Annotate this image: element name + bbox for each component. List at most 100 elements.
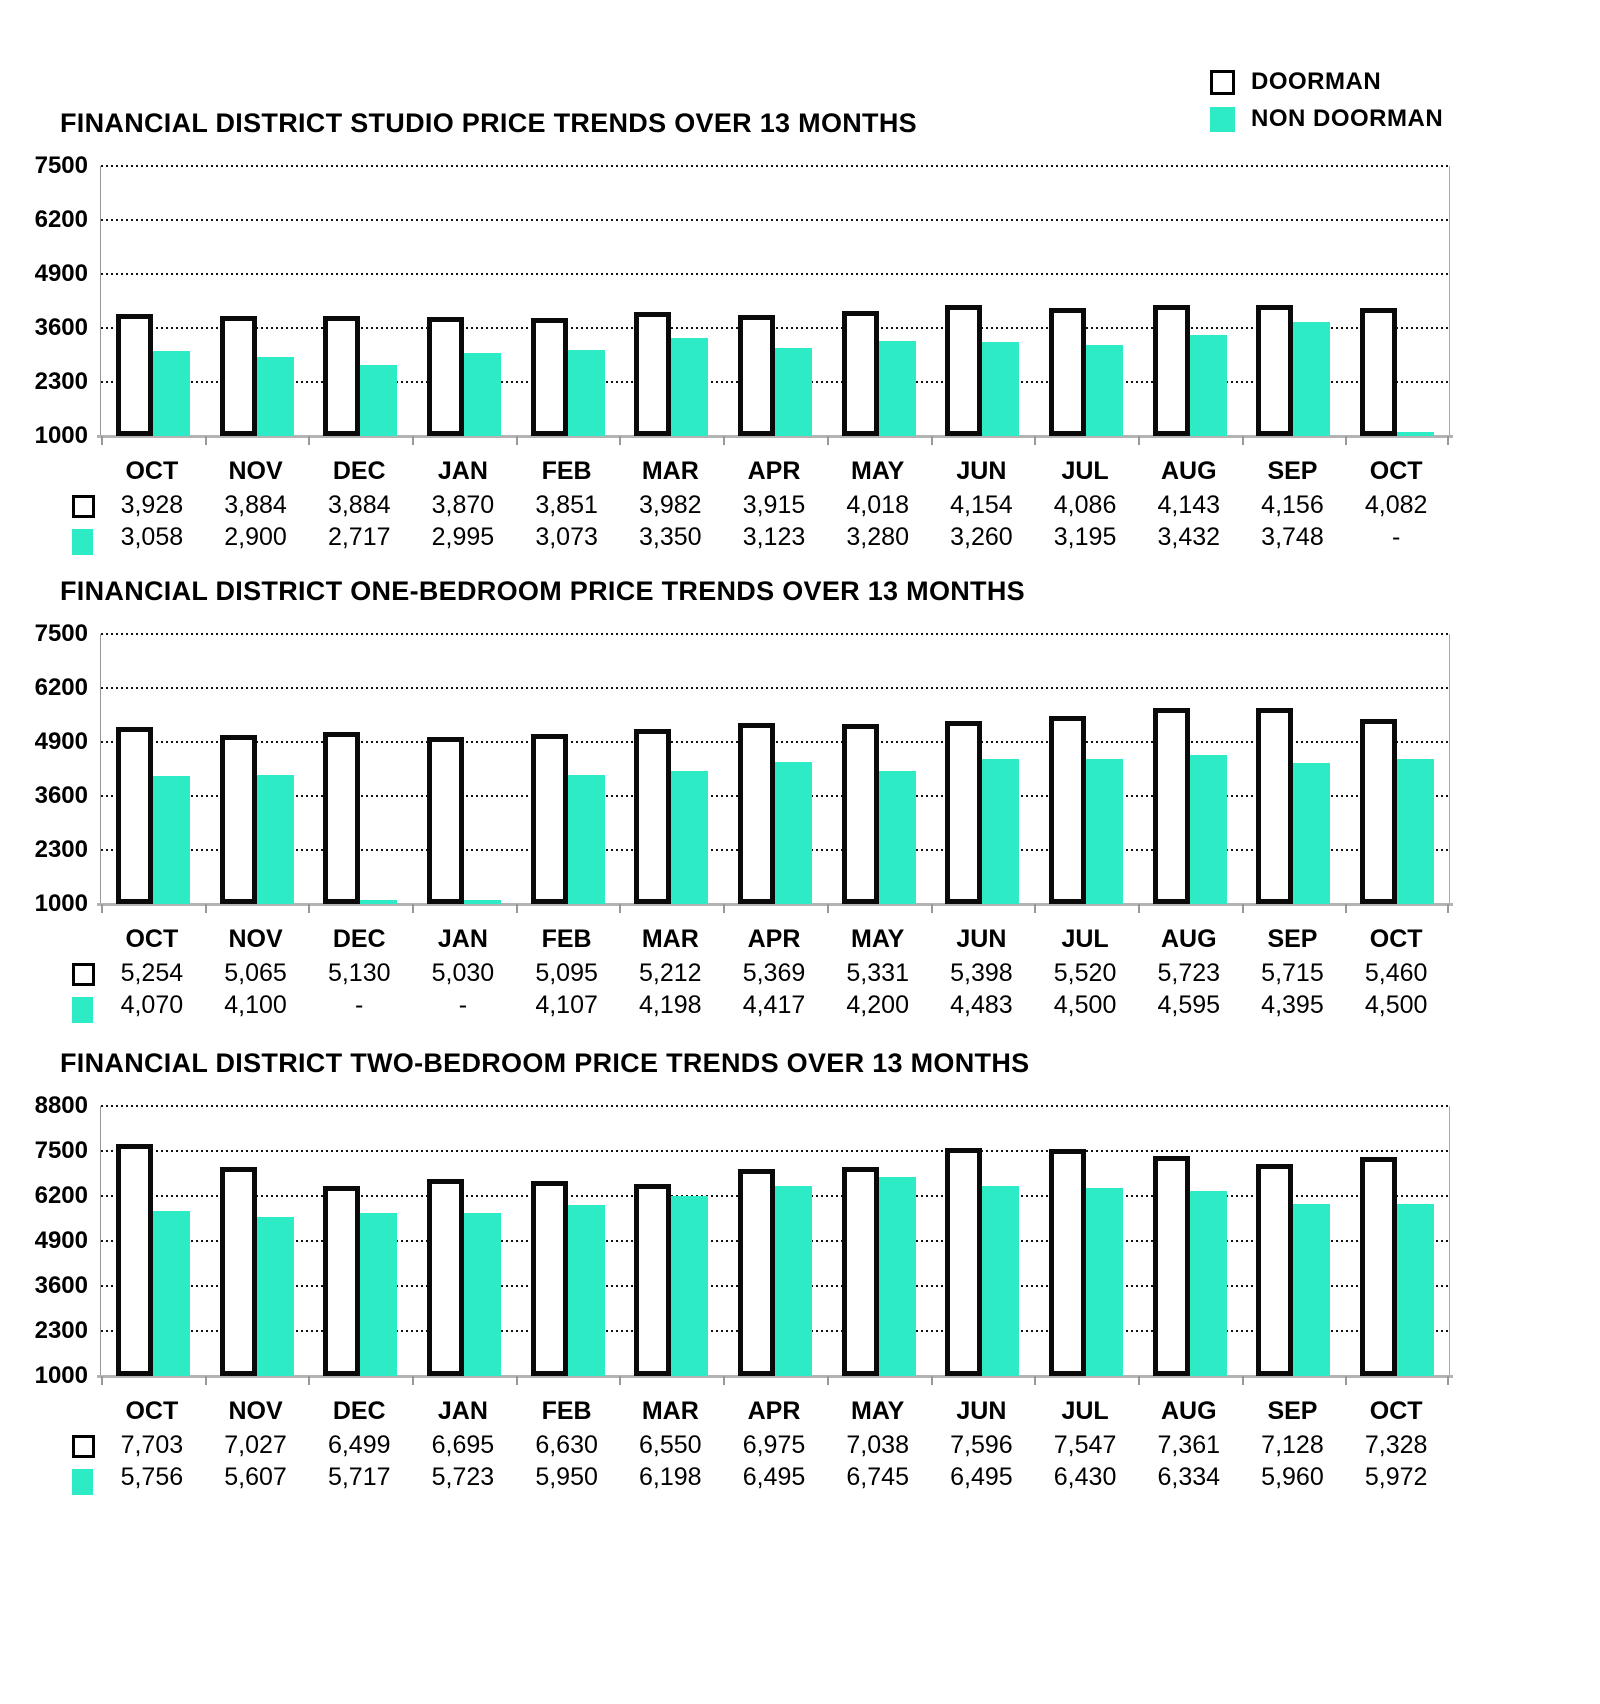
doorman-bar (1256, 305, 1293, 436)
y-axis-tick-label: 4900 (34, 260, 88, 287)
month-label: MAY (851, 925, 905, 953)
chart-title: FINANCIAL DISTRICT STUDIO PRICE TRENDS O… (60, 108, 917, 138)
x-axis-tick (516, 1376, 518, 1385)
x-axis-tick (412, 904, 414, 913)
month-label: JAN (437, 1397, 488, 1425)
month-label: MAR (641, 1397, 699, 1425)
month-label: JAN (437, 925, 488, 953)
non-doorman-bar (1190, 1191, 1227, 1376)
doorman-bar (738, 723, 775, 904)
doorman-value: 6,550 (639, 1431, 702, 1459)
y-axis-labels: 7500 6200 4900 3600 2300 1000 (0, 152, 88, 449)
month-header-row: OCT NOV DEC JAN FEB MAR APR MAY JUN JUL AUG SEP OCT (100, 453, 1448, 489)
month-label: APR (747, 457, 801, 485)
month-label: DEC (332, 1397, 386, 1425)
y-axis-tick-label: 4900 (34, 1227, 88, 1254)
doorman-bar (116, 314, 153, 436)
non-doorman-value: 6,495 (950, 1463, 1013, 1491)
non-doorman-value: 4,395 (1261, 991, 1324, 1019)
y-axis-tick-label: 1000 (34, 890, 88, 917)
non-doorman-value: 3,195 (1053, 523, 1117, 551)
non-doorman-value: 5,607 (224, 1463, 287, 1491)
non-doorman-value: 5,717 (327, 1463, 391, 1491)
doorman-bar (323, 1186, 360, 1376)
y-axis-labels: 8800 7500 6200 4900 3600 2300 1000 (0, 1092, 88, 1389)
doorman-value-row: 3,928 3,884 3,884 3,870 3,851 3,982 3,915 4,018… (100, 489, 1448, 521)
doorman-value: 5,331 (846, 959, 909, 987)
doorman-value: 5,130 (327, 959, 391, 987)
doorman-value: 3,884 (327, 491, 391, 519)
gridline (101, 741, 1449, 743)
doorman-value: 7,027 (224, 1431, 287, 1459)
doorman-swatch-icon (1210, 69, 1235, 95)
non-doorman-bar (1397, 1204, 1434, 1376)
gridline (101, 327, 1449, 329)
doorman-bar (842, 724, 879, 904)
doorman-bar (842, 311, 879, 436)
non-doorman-bar (153, 1211, 190, 1376)
non-doorman-bar (360, 1213, 397, 1376)
month-label: JAN (437, 457, 488, 485)
doorman-bar (1256, 1164, 1293, 1376)
doorman-value: 6,695 (431, 1431, 495, 1459)
non-doorman-value: - (355, 991, 364, 1019)
x-axis-baseline (97, 903, 1453, 906)
x-axis-tick (101, 436, 103, 445)
table-non-doorman-swatch-icon (72, 997, 93, 1023)
non-doorman-bar (1086, 759, 1123, 904)
month-label: SEP (1267, 1397, 1318, 1425)
doorman-value: 5,212 (639, 959, 702, 987)
non-doorman-bar (568, 350, 605, 436)
x-axis-tick (619, 1376, 621, 1385)
doorman-value: 7,328 (1364, 1431, 1428, 1459)
x-axis-tick (1138, 904, 1140, 913)
gridline (101, 633, 1449, 635)
plot-area (97, 165, 1453, 445)
doorman-bar (1360, 719, 1397, 904)
non-doorman-bar (1190, 335, 1227, 436)
doorman-value: 5,520 (1053, 959, 1117, 987)
month-label: FEB (541, 457, 592, 485)
non-doorman-bar (153, 351, 190, 436)
x-axis-tick (827, 1376, 829, 1385)
month-label: JUN (956, 457, 1007, 485)
non-doorman-swatch-icon (1210, 106, 1235, 132)
doorman-bar (531, 318, 568, 436)
non-doorman-bar (671, 771, 708, 904)
x-axis-tick (308, 904, 310, 913)
non-doorman-bar (671, 1196, 708, 1376)
month-label: JUN (956, 925, 1007, 953)
doorman-value: 4,082 (1364, 491, 1428, 519)
non-doorman-bar (464, 353, 501, 436)
non-doorman-value: 6,495 (742, 1463, 806, 1491)
doorman-value: 4,143 (1157, 491, 1221, 519)
x-axis-tick (205, 904, 207, 913)
doorman-value: 7,703 (120, 1431, 184, 1459)
x-axis-tick (516, 436, 518, 445)
doorman-value: 3,851 (535, 491, 598, 519)
doorman-value: 4,086 (1053, 491, 1117, 519)
non-doorman-value: 4,500 (1364, 991, 1428, 1019)
doorman-bar (1049, 716, 1086, 904)
x-axis-tick (827, 904, 829, 913)
doorman-value: 5,095 (535, 959, 598, 987)
non-doorman-bar (464, 1213, 501, 1376)
non-doorman-value: 6,198 (639, 1463, 702, 1491)
month-label: MAR (641, 457, 699, 485)
x-axis-tick (827, 436, 829, 445)
month-label: NOV (228, 925, 283, 953)
non-doorman-value: 4,107 (535, 991, 598, 1019)
doorman-bar (427, 1179, 464, 1376)
doorman-bar (220, 1167, 257, 1376)
x-axis-tick (931, 1376, 933, 1385)
x-axis-tick (1242, 904, 1244, 913)
y-axis-tick-label: 1000 (34, 422, 88, 449)
non-doorman-bar (775, 762, 812, 904)
non-doorman-value: 5,972 (1364, 1463, 1428, 1491)
y-axis-tick-label: 8800 (34, 1092, 88, 1119)
month-label: MAY (851, 457, 905, 485)
x-axis-tick (1447, 1376, 1449, 1385)
y-axis-tick-label: 3600 (34, 1272, 88, 1299)
x-axis-tick (101, 1376, 103, 1385)
month-label: AUG (1160, 457, 1217, 485)
